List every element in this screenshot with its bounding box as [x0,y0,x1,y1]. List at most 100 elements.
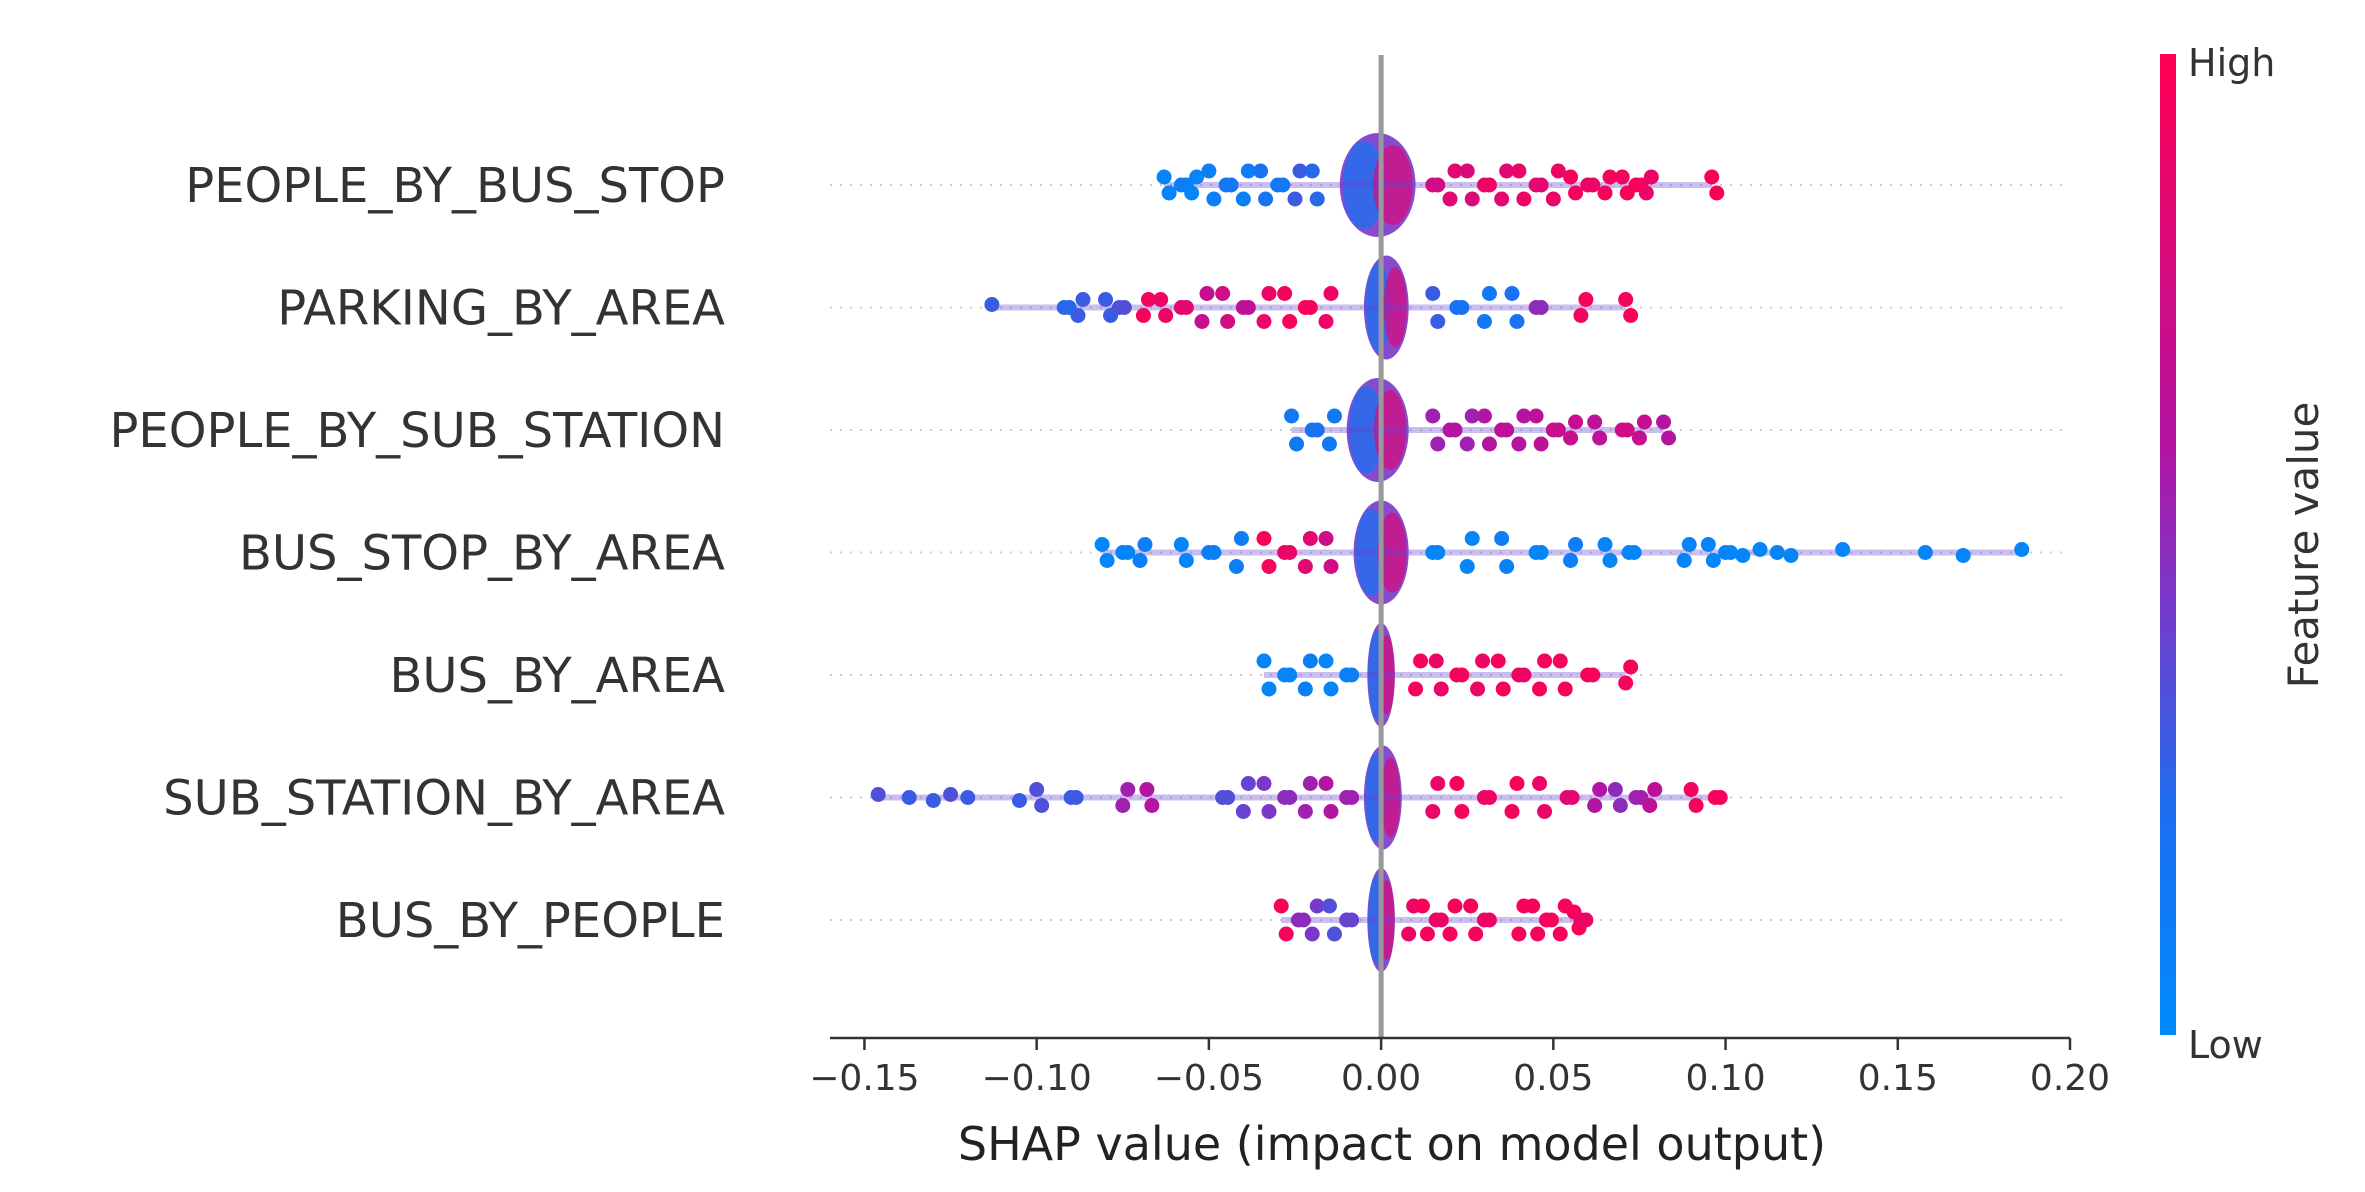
shap-point [1256,653,1272,669]
x-tick-label: 0.15 [1858,1058,1938,1099]
shap-point [1139,782,1155,797]
shap-point [1563,430,1579,446]
shap-point [1297,559,1313,574]
shap-point [1642,798,1658,813]
shap-point [1592,430,1608,446]
shap-point [1676,553,1692,568]
shap-point [1511,436,1527,452]
shap-point [1597,537,1613,552]
shap-point [1463,898,1479,914]
shap-point [1413,653,1429,669]
shap-point [1318,653,1334,669]
shap-point [1550,422,1566,438]
shap-point [1240,300,1256,315]
shap-point [1511,163,1527,179]
shap-point [1297,804,1313,819]
feature-label: BUS_BY_PEOPLE [336,893,725,949]
shap-point [1578,912,1594,928]
shap-point [1509,776,1525,791]
shap-point [1161,185,1177,201]
colorbar-title: Feature value [2279,402,2328,689]
x-tick-label: 0.00 [1341,1058,1421,1099]
x-tick-label: −0.15 [809,1058,919,1099]
shap-point [1282,314,1298,329]
shap-point [960,790,976,805]
shap-point [1454,667,1470,683]
shap-point [1533,177,1549,193]
shap-point [1530,926,1546,942]
shap-point [1295,912,1311,928]
x-tick-label: 0.20 [2030,1058,2110,1099]
shap-point [1464,191,1480,207]
shap-point [1223,177,1239,193]
shap-point [1647,782,1663,797]
shap-point [1563,553,1579,568]
shap-point [1430,436,1446,452]
shap-point [1220,790,1236,805]
shap-point [1454,804,1470,819]
shap-point [984,297,1000,312]
shap-point [1321,436,1337,452]
shap-point [1525,898,1541,914]
x-tick-label: −0.10 [982,1058,1092,1099]
density-core-right [1383,267,1407,348]
shap-point [870,787,886,802]
shap-point [1612,798,1628,813]
shap-point [1723,545,1739,560]
shap-point [1532,681,1548,697]
shap-point [1120,545,1136,560]
feature-label: BUS_STOP_BY_AREA [239,526,725,582]
shap-point [1470,681,1486,697]
shap-point [1292,163,1308,179]
range-band [1264,672,1626,678]
shap-point [1636,414,1652,430]
shap-point [1568,414,1584,430]
shap-point [943,787,959,802]
shap-point [1344,790,1360,805]
shap-point [1495,681,1511,697]
shap-point [1323,559,1339,574]
shap-point [1955,548,1971,563]
x-axis-title: SHAP value (impact on model output) [958,1117,1826,1171]
density-core-left [1349,386,1384,474]
shap-point [1302,300,1318,315]
shap-point [1116,300,1132,315]
shap-point [1688,798,1704,813]
shap-point [1304,926,1320,942]
shap-point [1256,776,1272,791]
shap-point [1623,659,1639,675]
shap-point [1623,308,1639,323]
shap-point [1543,912,1559,928]
shap-point [1490,653,1506,669]
shap-point [1173,537,1189,552]
shap-point [1430,776,1446,791]
shap-point [1578,292,1594,307]
shap-point [1273,898,1289,914]
shap-point [1499,163,1515,179]
shap-point [1302,653,1318,669]
shap-point [1430,314,1446,329]
shap-point [1704,169,1720,185]
shap-point [1433,681,1449,697]
shap-point [1321,898,1337,914]
shap-point [1528,408,1544,424]
shap-point [1563,169,1579,185]
shap-point [1156,169,1172,185]
colorbar-low-label: Low [2188,1023,2263,1067]
shap-point [1476,314,1492,329]
shap-point [1533,545,1549,560]
shap-point [1344,667,1360,683]
shap-point [1430,177,1446,193]
shap-point [1206,191,1222,207]
shap-point [1408,681,1424,697]
shap-point [1607,782,1623,797]
shap-point [1504,286,1520,301]
shap-point [1135,308,1151,323]
shap-point [1302,531,1318,546]
shap-point [1587,414,1603,430]
shap-point [1075,292,1091,307]
shap-point [1261,804,1277,819]
shap-point [1235,804,1251,819]
shap-point [1619,422,1635,438]
shap-point [1433,912,1449,928]
